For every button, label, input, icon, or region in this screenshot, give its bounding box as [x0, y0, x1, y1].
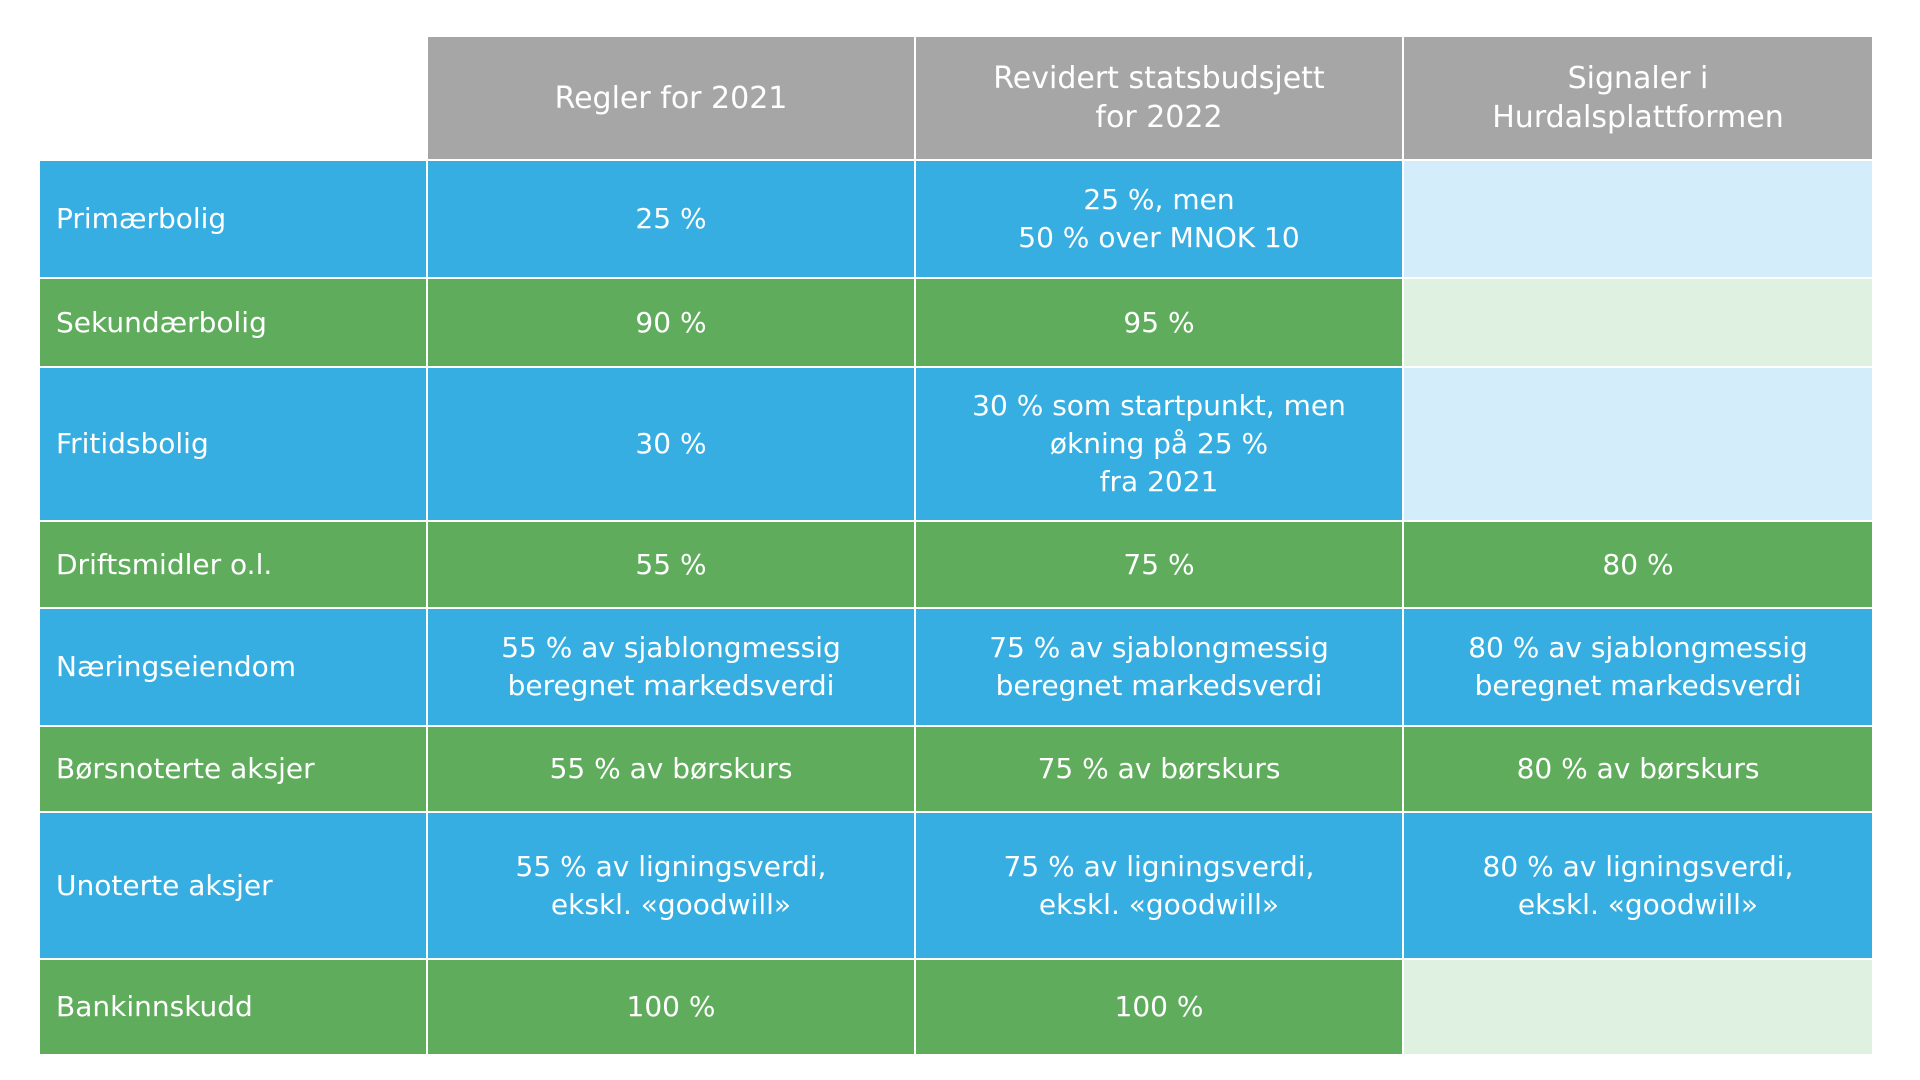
row-label-driftsmidler: Driftsmidler o.l. — [40, 522, 426, 607]
table-cell-unoterte-aksjer-col2: 75 % av ligningsverdi, ekskl. «goodwill» — [916, 813, 1402, 958]
table-cell-fritidsbolig-col1: 30 % — [428, 368, 914, 520]
table-cell-unoterte-aksjer-col1: 55 % av ligningsverdi, ekskl. «goodwill» — [428, 813, 914, 958]
table-cell-primaerbolig-col1: 25 % — [428, 161, 914, 277]
table-corner-cell — [40, 37, 426, 159]
table-cell-fritidsbolig-col3 — [1404, 368, 1872, 520]
row-label-naeringseiendom: Næringseiendom — [40, 609, 426, 725]
table-cell-bankinnskudd-col2: 100 % — [916, 960, 1402, 1054]
table-cell-naeringseiendom-col1: 55 % av sjablongmessig beregnet markedsv… — [428, 609, 914, 725]
table-cell-primaerbolig-col2: 25 %, men 50 % over MNOK 10 — [916, 161, 1402, 277]
row-label-fritidsbolig: Fritidsbolig — [40, 368, 426, 520]
table-cell-naeringseiendom-col2: 75 % av sjablongmessig beregnet markedsv… — [916, 609, 1402, 725]
table-cell-boersnoterte-aksjer-col2: 75 % av børskurs — [916, 727, 1402, 811]
table-cell-sekundaerbolig-col3 — [1404, 279, 1872, 366]
table-cell-sekundaerbolig-col1: 90 % — [428, 279, 914, 366]
row-label-sekundaerbolig: Sekundærbolig — [40, 279, 426, 366]
table-cell-naeringseiendom-col3: 80 % av sjablongmessig beregnet markedsv… — [1404, 609, 1872, 725]
table-cell-boersnoterte-aksjer-col1: 55 % av børskurs — [428, 727, 914, 811]
column-header-revidert-statsbudsjett-2022: Revidert statsbudsjett for 2022 — [916, 37, 1402, 159]
table-cell-bankinnskudd-col3 — [1404, 960, 1872, 1054]
valuation-discount-table: Regler for 2021 Revidert statsbudsjett f… — [40, 37, 1872, 1054]
table-cell-bankinnskudd-col1: 100 % — [428, 960, 914, 1054]
table-cell-sekundaerbolig-col2: 95 % — [916, 279, 1402, 366]
column-header-regler-2021: Regler for 2021 — [428, 37, 914, 159]
row-label-bankinnskudd: Bankinnskudd — [40, 960, 426, 1054]
table-cell-fritidsbolig-col2: 30 % som startpunkt, men økning på 25 % … — [916, 368, 1402, 520]
table-cell-driftsmidler-col2: 75 % — [916, 522, 1402, 607]
table-cell-unoterte-aksjer-col3: 80 % av ligningsverdi, ekskl. «goodwill» — [1404, 813, 1872, 958]
table-cell-boersnoterte-aksjer-col3: 80 % av børskurs — [1404, 727, 1872, 811]
table-cell-driftsmidler-col1: 55 % — [428, 522, 914, 607]
table-cell-driftsmidler-col3: 80 % — [1404, 522, 1872, 607]
row-label-primaerbolig: Primærbolig — [40, 161, 426, 277]
row-label-boersnoterte-aksjer: Børsnoterte aksjer — [40, 727, 426, 811]
column-header-signaler-hurdalsplattformen: Signaler i Hurdalsplattformen — [1404, 37, 1872, 159]
row-label-unoterte-aksjer: Unoterte aksjer — [40, 813, 426, 958]
table-cell-primaerbolig-col3 — [1404, 161, 1872, 277]
